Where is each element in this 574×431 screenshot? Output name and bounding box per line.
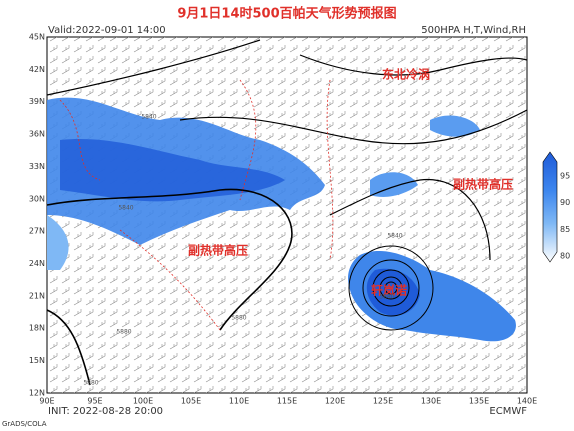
lat-label: 30N bbox=[29, 194, 45, 203]
lon-label: 100E bbox=[133, 397, 153, 406]
contour-label: 5880 bbox=[379, 294, 394, 301]
contour-label: 5880 bbox=[83, 380, 98, 387]
colorbar bbox=[542, 151, 558, 263]
lon-label: 125E bbox=[373, 397, 393, 406]
lon-label: 110E bbox=[229, 397, 249, 406]
lat-label: 15N bbox=[29, 356, 45, 365]
annotation: 东北冷涡 bbox=[382, 67, 430, 82]
lon-label: 135E bbox=[469, 397, 489, 406]
annotation: 副热带高压 bbox=[453, 177, 513, 192]
lon-label: 105E bbox=[181, 397, 201, 406]
lon-label: 95E bbox=[87, 397, 102, 406]
colorbar-label: 95 bbox=[560, 172, 570, 181]
lon-label: 140E bbox=[517, 397, 537, 406]
lat-label: 36N bbox=[29, 130, 45, 139]
title: 9月1日14时500百帕天气形势预报图 bbox=[177, 6, 396, 22]
contour-label: 5880 bbox=[116, 329, 131, 336]
lat-label: 24N bbox=[29, 259, 45, 268]
contour-label: 5840 bbox=[387, 233, 402, 240]
lat-label: 27N bbox=[29, 227, 45, 236]
contour-label: 5840 bbox=[141, 114, 156, 121]
contour-label: 5840 bbox=[118, 205, 133, 212]
lon-label: 120E bbox=[325, 397, 345, 406]
contour-label: 5880 bbox=[231, 315, 246, 322]
annotation: 轩岚诺 bbox=[371, 283, 407, 298]
lat-label: 45N bbox=[29, 33, 45, 42]
valid-time: Valid:2022-09-01 14:00 bbox=[48, 25, 166, 36]
lat-label: 39N bbox=[29, 97, 45, 106]
annotation: 副热带高压 bbox=[188, 243, 248, 258]
lat-label: 33N bbox=[29, 162, 45, 171]
source: ECMWF bbox=[489, 406, 527, 417]
map-area bbox=[46, 36, 528, 394]
colorbar-label: 80 bbox=[560, 252, 570, 261]
lat-label: 12N bbox=[29, 388, 45, 397]
colorbar-label: 90 bbox=[560, 198, 570, 207]
init-time: INIT: 2022-08-28 20:00 bbox=[48, 406, 163, 417]
lat-label: 42N bbox=[29, 65, 45, 74]
product: 500HPA H,T,Wind,RH bbox=[421, 25, 526, 36]
software: GrADS/COLA bbox=[2, 420, 47, 428]
lon-label: 115E bbox=[277, 397, 297, 406]
lon-label: 130E bbox=[421, 397, 441, 406]
lon-label: 90E bbox=[39, 397, 54, 406]
lat-label: 21N bbox=[29, 291, 45, 300]
colorbar-label: 85 bbox=[560, 225, 570, 234]
lat-label: 18N bbox=[29, 324, 45, 333]
